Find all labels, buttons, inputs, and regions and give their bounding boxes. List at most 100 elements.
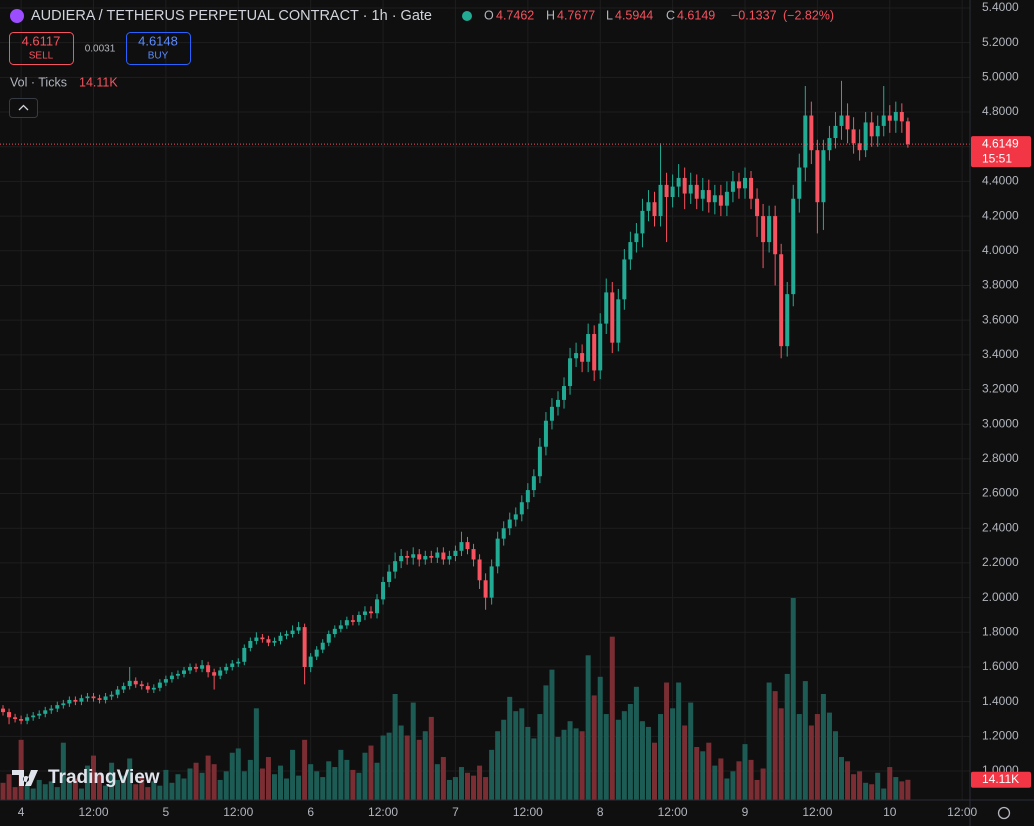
candle-body xyxy=(133,680,138,685)
volume-bar xyxy=(374,762,380,800)
last-price-label: 4.6149 xyxy=(982,136,1019,150)
volume-bar xyxy=(271,774,277,800)
candle-body xyxy=(634,233,639,243)
volume-bar xyxy=(12,787,18,800)
volume-bar xyxy=(639,721,645,800)
candle-body xyxy=(471,549,476,560)
buy-button[interactable] xyxy=(126,32,191,65)
volume-bar xyxy=(887,767,893,800)
price-scale: 1.00001.20001.40001.60001.80002.00002.20… xyxy=(971,0,1031,788)
candle-body xyxy=(296,627,301,631)
candle-body xyxy=(549,406,554,421)
candle-body xyxy=(163,679,168,683)
candle-body xyxy=(501,528,506,539)
volume-bar xyxy=(48,781,54,800)
volume-bar xyxy=(754,779,760,800)
volume-bar xyxy=(730,771,736,800)
candle-body xyxy=(381,582,386,600)
candle-body xyxy=(724,191,729,206)
y-tick-label: 2.8000 xyxy=(982,451,1019,465)
volume-bar xyxy=(30,788,36,800)
candle-body xyxy=(574,353,579,359)
volume-bar xyxy=(109,762,115,800)
settings-icon[interactable] xyxy=(997,806,1011,820)
x-tick-label: 12:00 xyxy=(802,805,832,819)
candle-body xyxy=(562,386,567,400)
candle-body xyxy=(749,177,754,199)
candle-body xyxy=(411,554,416,558)
candle-body xyxy=(284,634,289,636)
candle-body xyxy=(640,210,645,234)
candle-body xyxy=(127,680,132,687)
candle-body xyxy=(248,640,253,648)
volume-bar xyxy=(525,726,531,800)
volume-bar xyxy=(814,714,820,800)
candle-body xyxy=(718,195,723,206)
volume-bar xyxy=(772,691,778,800)
candle-body xyxy=(803,115,808,168)
volume-bar xyxy=(597,676,603,800)
candle-body xyxy=(236,661,241,664)
candle-body xyxy=(537,446,542,477)
volume-bar xyxy=(296,775,302,800)
candle-body xyxy=(905,121,910,145)
volume-bar xyxy=(314,771,320,800)
volume-bar xyxy=(253,708,259,800)
candle-body xyxy=(664,184,669,198)
status-dot xyxy=(462,11,472,21)
y-tick-label: 1.2000 xyxy=(982,729,1019,743)
y-tick-label: 4.8000 xyxy=(982,104,1019,118)
candle-body xyxy=(218,670,223,676)
volume-bar xyxy=(555,736,561,800)
candle-body xyxy=(254,637,259,641)
candle-body xyxy=(815,150,820,203)
candle-body xyxy=(899,112,904,122)
x-tick-label: 7 xyxy=(452,805,459,819)
volume-bar xyxy=(199,772,205,800)
y-tick-label: 4.4000 xyxy=(982,174,1019,188)
volume-bar xyxy=(712,765,718,800)
candle-body xyxy=(344,620,349,626)
candle-body xyxy=(115,689,120,695)
candle-body xyxy=(742,177,747,189)
candle-body xyxy=(761,216,766,243)
candle-body xyxy=(477,559,482,581)
candle-body xyxy=(19,719,24,721)
symbol-title[interactable]: AUDIERA / TETHERUS PERPETUAL CONTRACT · … xyxy=(31,8,432,24)
x-tick-label: 12:00 xyxy=(947,805,977,819)
volume-bar xyxy=(151,781,157,800)
volume-bar xyxy=(6,774,12,800)
volume-bar xyxy=(863,782,869,800)
volume-bar xyxy=(537,714,543,800)
volume-bar xyxy=(91,755,97,800)
candle-body xyxy=(495,538,500,567)
candle-body xyxy=(338,625,343,629)
volume-bar xyxy=(513,711,519,800)
candle-body xyxy=(103,696,108,700)
volume-bar xyxy=(121,775,127,800)
volume-bar xyxy=(175,774,181,800)
grid xyxy=(0,0,970,800)
candle-body xyxy=(157,682,162,688)
volume-bar xyxy=(416,739,422,800)
volume-bar xyxy=(857,771,863,800)
candle-body xyxy=(350,620,355,622)
collapse-button[interactable] xyxy=(9,98,38,118)
candle-body xyxy=(791,198,796,295)
logo-icon xyxy=(12,770,38,786)
buy-label: BUY xyxy=(148,51,169,62)
symbol-icon xyxy=(10,9,24,23)
sell-button[interactable] xyxy=(9,32,74,65)
buy-price: 4.6148 xyxy=(138,33,178,48)
volume-bar xyxy=(645,726,651,800)
candle-body xyxy=(658,184,663,217)
volume-bar xyxy=(652,742,658,800)
volume-bar xyxy=(72,778,78,800)
x-tick-label: 12:00 xyxy=(223,805,253,819)
candle-body xyxy=(417,554,422,560)
candle-body xyxy=(628,242,633,260)
candle-body xyxy=(145,686,150,690)
candle-body xyxy=(586,334,591,362)
volume-bar xyxy=(115,779,121,800)
